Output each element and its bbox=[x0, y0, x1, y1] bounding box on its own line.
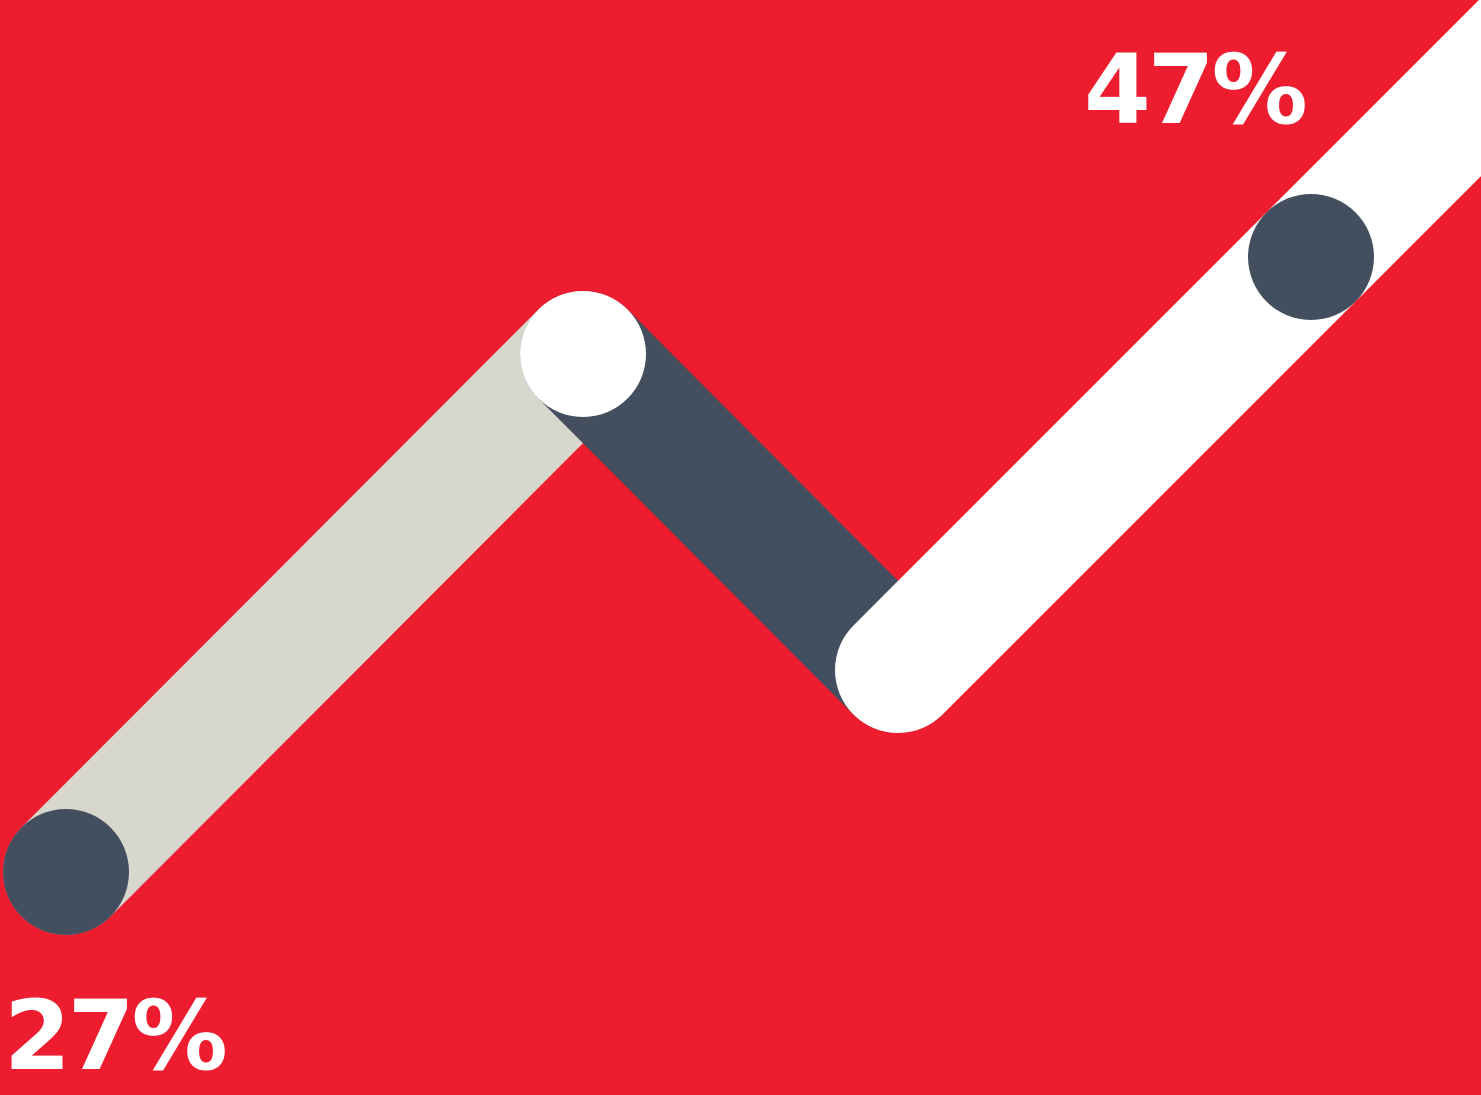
start-dot bbox=[3, 809, 129, 935]
end-dot bbox=[1248, 194, 1374, 320]
start-percentage-label: 27% bbox=[4, 980, 228, 1092]
end-percentage-label: 47% bbox=[1084, 34, 1308, 146]
falling-segment bbox=[520, 291, 961, 733]
rising-segment bbox=[3, 291, 646, 935]
final-rising-segment bbox=[835, 0, 1481, 733]
peak-dot bbox=[520, 291, 646, 417]
